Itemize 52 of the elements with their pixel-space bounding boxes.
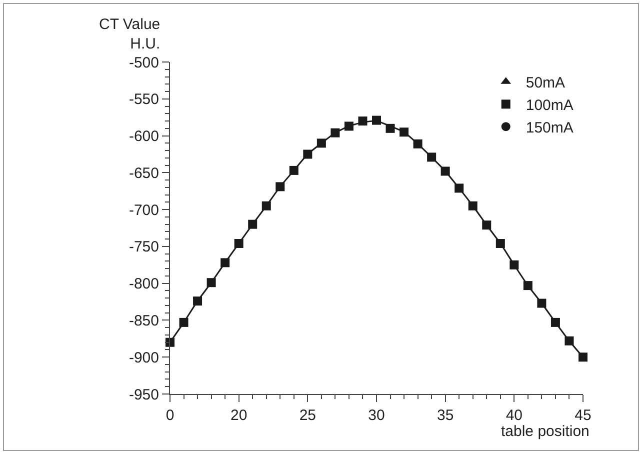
point bbox=[440, 166, 450, 176]
point bbox=[468, 201, 478, 210]
point bbox=[289, 166, 298, 175]
y-tick-label: -650 bbox=[128, 164, 159, 182]
legend-label: 100mA bbox=[526, 96, 574, 114]
y-tick-label: -600 bbox=[128, 128, 159, 146]
point bbox=[578, 352, 588, 362]
y-tick-label: -550 bbox=[128, 91, 159, 108]
x-tick-label: 25 bbox=[299, 407, 316, 424]
point bbox=[303, 150, 312, 159]
y-tick-label: -950 bbox=[128, 386, 159, 404]
y-tick-label: -700 bbox=[128, 202, 159, 219]
point bbox=[564, 336, 574, 346]
y-tick-label: -800 bbox=[128, 276, 159, 293]
point bbox=[550, 318, 560, 327]
x-tick-label: 30 bbox=[368, 407, 385, 424]
x-tick-label: 0 bbox=[166, 407, 174, 424]
point bbox=[413, 139, 422, 148]
x-tick-label: 35 bbox=[436, 407, 454, 424]
point bbox=[316, 138, 326, 148]
point bbox=[510, 260, 519, 270]
y-tick-label: -500 bbox=[128, 54, 159, 72]
point bbox=[372, 116, 381, 125]
x-tick-label: 20 bbox=[230, 407, 248, 424]
y-tick-label: -750 bbox=[128, 238, 159, 256]
point bbox=[358, 116, 368, 126]
y-axis-title: CT Value H.U. bbox=[99, 16, 160, 52]
point bbox=[523, 281, 532, 290]
point bbox=[400, 128, 409, 137]
point bbox=[344, 122, 354, 131]
point bbox=[193, 296, 202, 306]
x-tick-label: 45 bbox=[574, 407, 592, 424]
point bbox=[276, 182, 285, 192]
point bbox=[427, 152, 436, 162]
point bbox=[496, 238, 505, 248]
point bbox=[262, 201, 271, 210]
point bbox=[248, 220, 258, 229]
x-axis-title: table position bbox=[501, 423, 590, 440]
x-tick-label: 40 bbox=[506, 407, 523, 424]
point bbox=[482, 220, 492, 230]
point bbox=[206, 278, 216, 288]
point bbox=[537, 298, 546, 308]
point bbox=[386, 124, 395, 133]
y-tick-label: -900 bbox=[128, 349, 159, 366]
legend-label: 150mA bbox=[526, 119, 574, 136]
point bbox=[179, 318, 188, 327]
legend-label: 50mA bbox=[526, 74, 566, 92]
y-tick-label: -850 bbox=[128, 312, 159, 330]
point bbox=[454, 184, 464, 193]
point bbox=[330, 128, 340, 138]
point bbox=[220, 258, 230, 268]
point bbox=[234, 238, 244, 248]
